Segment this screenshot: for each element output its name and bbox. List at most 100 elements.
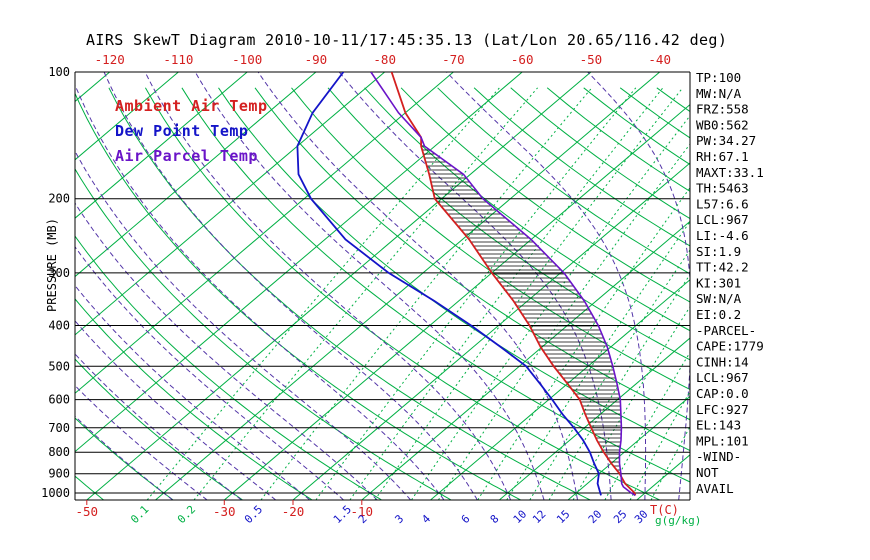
top-temp-tick-label: -90 (305, 52, 328, 67)
isotherm-line (567, 395, 690, 500)
stat-line: L57:6.6 (696, 196, 749, 211)
dry-adiabat-line (218, 87, 690, 452)
moist-adiabat-line (75, 320, 277, 500)
legend: Ambient Air Temp Dew Point Temp Air Parc… (115, 97, 268, 172)
dry-adiabat-line (0, 88, 34, 500)
mixing-ratio-line (374, 87, 684, 500)
mixing-ratio-line (572, 305, 690, 500)
mixing-ratio-label: 8 (488, 512, 502, 526)
moist-adiabat-line (75, 245, 344, 500)
stat-line: MW:N/A (696, 86, 742, 101)
cape-hatch (421, 141, 622, 475)
top-temp-tick-label: -70 (442, 52, 465, 67)
mixing-ratio-label: 0.5 (242, 503, 265, 526)
isotherm-line (75, 72, 248, 219)
pressure-tick-label: 400 (48, 319, 70, 333)
stat-line: LCL:967 (696, 212, 749, 227)
moist-adiabat-line (194, 72, 545, 500)
stat-line: WB0:562 (696, 117, 749, 132)
pressure-tick-label: 600 (48, 393, 70, 407)
chart-title: AIRS SkewT Diagram 2010-10-11/17:45:35.1… (86, 31, 728, 49)
pressure-tick-label: 900 (48, 467, 70, 481)
isotherm-line (223, 103, 690, 500)
isotherm-line (361, 220, 690, 500)
stat-line: AVAIL (696, 481, 734, 496)
bottom-temp-tick-label: -10 (351, 504, 374, 519)
isotherm-line (430, 279, 690, 500)
dry-adiabat-line (400, 87, 690, 303)
temp-unit-label: T(C) (650, 503, 679, 517)
top-temp-tick-label: -40 (648, 52, 671, 67)
mixing-ratio-line (411, 114, 690, 500)
moist-adiabat-line (75, 384, 208, 500)
mixing-unit-label: g(g/kg) (655, 514, 701, 527)
mixing-ratio-label: 25 (611, 508, 630, 527)
bottom-temp-tick-label: -50 (76, 504, 99, 519)
moist-adiabat-line (75, 202, 378, 500)
pressure-lines (75, 71, 690, 494)
isotherm-line (75, 72, 523, 453)
moist-adiabat-line (587, 72, 690, 500)
mixing-ratio-line (548, 273, 690, 500)
mixing-ratio-line (315, 87, 637, 500)
dry-adiabat-line (144, 87, 660, 500)
stat-line: -PARCEL- (696, 323, 756, 338)
pressure-tick-label: 200 (48, 192, 70, 206)
pressure-tick-label: 300 (48, 266, 70, 280)
legend-dew-point-temp: Dew Point Temp (115, 122, 249, 140)
stat-line: KI:301 (696, 275, 741, 290)
isotherm-line (0, 72, 41, 500)
bottom-temp-tick-label: -20 (282, 504, 305, 519)
stat-line: CINH:14 (696, 354, 749, 369)
dry-adiabat-line (75, 92, 521, 500)
mixing-ratio-label: 6 (459, 512, 473, 526)
dry-adiabat-line (291, 87, 690, 391)
dry-adiabat-line (75, 298, 313, 500)
stat-line: LFC:927 (696, 402, 749, 417)
stat-line: FRZ:558 (696, 102, 749, 117)
mixing-ratio-line (650, 425, 690, 500)
legend-air-parcel-temp: Air Parcel Temp (115, 147, 258, 165)
mixing-ratio-label: 10 (511, 508, 530, 527)
dry-adiabat-line (437, 87, 690, 275)
ambient-temp-curve (390, 72, 637, 496)
mixing-ratio-label: 3 (392, 512, 406, 526)
pressure-tick-label: 700 (48, 421, 70, 435)
dry-adiabat-line (327, 87, 690, 361)
top-temp-tick-label: -80 (373, 52, 396, 67)
stat-line: CAPE:1779 (696, 339, 764, 354)
pressure-tick-label: 1000 (41, 486, 70, 500)
isotherm-line (75, 72, 317, 278)
stat-line: EL:143 (696, 418, 741, 433)
stat-line: SI:1.9 (696, 244, 741, 259)
isotherm-line (75, 72, 454, 394)
air-parcel-curve (370, 72, 636, 497)
stat-line: PW:34.27 (696, 133, 756, 148)
stat-line: CAP:0.0 (696, 386, 749, 401)
stat-line: TP:100 (696, 70, 741, 85)
dry-adiabat-line (254, 87, 690, 421)
stat-line: SW:N/A (696, 291, 742, 306)
top-temp-tick-label: -50 (580, 52, 603, 67)
mixing-ratio-line (349, 87, 664, 500)
dry-adiabat-line (656, 87, 690, 113)
mixing-ratio-label: 0.2 (175, 503, 198, 526)
stat-line: RH:67.1 (696, 149, 749, 164)
mixing-ratio-label: 12 (530, 508, 549, 527)
mixing-ratio-line (629, 390, 690, 500)
pressure-tick-label: 800 (48, 445, 70, 459)
mixing-ratio-line (437, 143, 690, 500)
mixing-ratio-line (146, 87, 500, 500)
dry-adiabat-line (181, 87, 690, 483)
stats-panel: TP:100MW:N/AFRZ:558WB0:562PW:34.27RH:67.… (696, 70, 764, 496)
mixing-ratio-line (477, 186, 690, 500)
pressure-tick-label: 500 (48, 359, 70, 373)
moist-adiabat-line (144, 72, 512, 500)
mixing-ratio-label: 15 (554, 508, 573, 527)
stat-line: TH:5463 (696, 181, 749, 196)
mixing-ratio-label: 20 (586, 508, 605, 527)
top-temp-tick-label: -110 (163, 52, 193, 67)
mixing-ratio-label: 30 (632, 508, 651, 527)
